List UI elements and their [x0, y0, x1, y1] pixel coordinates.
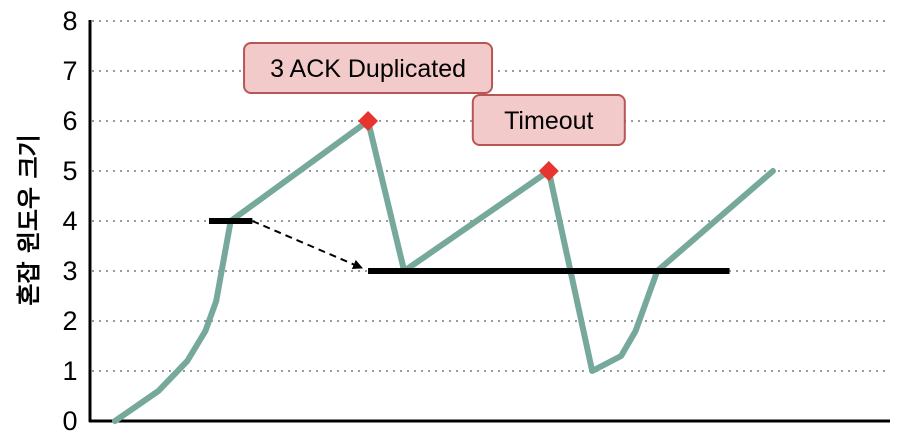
y-tick-label: 4	[62, 206, 77, 236]
axes	[88, 20, 890, 423]
y-tick-label: 5	[62, 156, 77, 186]
annotation-label: Timeout	[504, 107, 593, 135]
y-tick-labels: 0 1 2 3 4 5 6 7 8	[62, 6, 77, 436]
arrow-layer	[251, 220, 363, 270]
event-marker	[358, 111, 379, 131]
y-tick-label: 2	[62, 306, 77, 336]
y-tick-label: 1	[62, 356, 77, 386]
y-tick-label: 6	[62, 106, 77, 136]
y-axis-label: 혼잡 윈도우 크기	[15, 134, 43, 305]
annotation-callout: 3 ACK Duplicated	[243, 42, 494, 94]
y-tick-label: 8	[62, 6, 77, 36]
annotation-layer: 3 ACK Duplicated Timeout	[243, 42, 626, 146]
threshold-arrow	[251, 220, 363, 270]
y-tick-label: 0	[62, 406, 77, 436]
y-tick-label: 7	[62, 56, 77, 86]
annotation-label: 3 ACK Duplicated	[270, 55, 466, 83]
y-tick-label: 3	[62, 256, 77, 286]
threshold-layer	[208, 218, 730, 274]
annotation-callout: Timeout	[471, 94, 626, 146]
annotation-box	[471, 94, 626, 146]
annotation-box	[243, 42, 494, 94]
event-marker	[538, 161, 559, 181]
marker-layer	[358, 111, 559, 181]
